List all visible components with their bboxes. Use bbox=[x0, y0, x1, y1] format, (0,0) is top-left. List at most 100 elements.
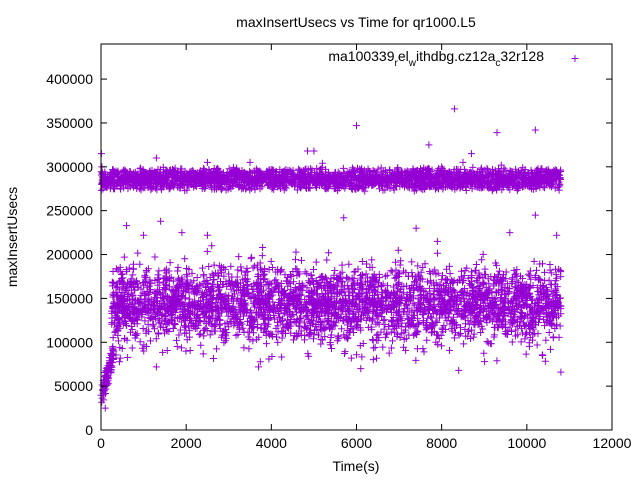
data-point bbox=[518, 175, 526, 183]
data-point bbox=[220, 179, 228, 187]
data-point bbox=[361, 187, 369, 195]
data-point bbox=[428, 314, 436, 322]
data-point bbox=[309, 335, 317, 343]
data-point bbox=[131, 174, 139, 182]
data-point bbox=[98, 176, 106, 184]
data-point bbox=[152, 184, 160, 192]
data-point bbox=[359, 182, 367, 190]
data-point bbox=[353, 322, 361, 330]
data-point bbox=[539, 281, 547, 289]
data-point bbox=[332, 178, 340, 186]
data-point bbox=[270, 286, 278, 294]
data-point bbox=[495, 182, 503, 190]
data-point bbox=[233, 164, 241, 172]
data-point bbox=[345, 182, 353, 190]
data-point bbox=[394, 270, 402, 278]
data-point bbox=[248, 179, 256, 187]
data-point bbox=[162, 172, 170, 180]
data-point bbox=[533, 266, 541, 274]
data-point bbox=[283, 273, 291, 281]
data-point bbox=[139, 325, 147, 333]
data-point bbox=[340, 182, 348, 190]
data-point bbox=[393, 274, 401, 282]
data-point bbox=[127, 275, 135, 283]
data-point bbox=[191, 297, 199, 305]
data-point bbox=[551, 280, 559, 288]
data-point bbox=[296, 171, 304, 179]
data-point bbox=[164, 292, 172, 300]
data-point bbox=[217, 183, 225, 191]
data-point bbox=[211, 183, 219, 191]
data-point bbox=[368, 178, 376, 186]
data-point bbox=[410, 278, 418, 286]
data-point bbox=[363, 179, 371, 187]
data-point bbox=[152, 293, 160, 301]
data-point bbox=[254, 181, 262, 189]
data-point bbox=[374, 165, 382, 173]
data-point bbox=[277, 176, 285, 184]
data-point bbox=[303, 270, 311, 278]
data-point bbox=[291, 178, 299, 186]
data-point bbox=[249, 179, 257, 187]
data-point bbox=[289, 179, 297, 187]
data-point bbox=[512, 165, 520, 173]
data-point bbox=[349, 166, 357, 174]
data-point bbox=[393, 182, 401, 190]
data-point bbox=[141, 317, 149, 325]
data-point bbox=[225, 165, 233, 173]
data-point bbox=[357, 274, 365, 282]
data-point bbox=[379, 179, 387, 187]
data-point bbox=[470, 176, 478, 184]
data-point bbox=[440, 322, 448, 330]
data-point bbox=[515, 181, 523, 189]
data-point bbox=[511, 180, 519, 188]
data-point bbox=[374, 318, 382, 326]
data-point bbox=[175, 331, 183, 339]
data-point bbox=[181, 187, 189, 195]
data-point bbox=[158, 179, 166, 187]
data-point bbox=[467, 268, 475, 276]
data-point bbox=[280, 186, 288, 194]
data-point bbox=[303, 284, 311, 292]
data-point bbox=[267, 175, 275, 183]
data-point bbox=[369, 336, 377, 344]
data-point bbox=[505, 170, 513, 178]
data-point bbox=[506, 186, 514, 194]
data-point bbox=[396, 261, 404, 269]
data-point bbox=[484, 275, 492, 283]
data-point bbox=[191, 169, 199, 177]
data-point bbox=[528, 170, 536, 178]
data-point bbox=[447, 169, 455, 177]
data-point bbox=[132, 174, 140, 182]
data-point bbox=[453, 291, 461, 299]
data-point bbox=[130, 286, 138, 294]
data-point bbox=[355, 176, 363, 184]
data-point bbox=[408, 269, 416, 277]
data-point bbox=[312, 184, 320, 192]
data-point bbox=[210, 276, 218, 284]
data-point bbox=[331, 322, 339, 330]
data-point bbox=[256, 185, 264, 193]
data-point bbox=[384, 282, 392, 290]
data-point bbox=[372, 312, 380, 320]
data-point bbox=[309, 265, 317, 273]
data-point bbox=[274, 322, 282, 330]
data-point bbox=[389, 175, 397, 183]
data-point bbox=[462, 186, 470, 194]
data-point bbox=[515, 173, 523, 181]
data-point bbox=[438, 276, 446, 284]
data-point bbox=[452, 329, 460, 337]
data-point bbox=[222, 177, 230, 185]
data-point bbox=[280, 171, 288, 179]
data-points bbox=[97, 105, 565, 412]
data-point bbox=[249, 299, 257, 307]
data-point bbox=[338, 325, 346, 333]
data-point bbox=[269, 166, 277, 174]
data-point bbox=[176, 181, 184, 189]
data-point bbox=[196, 174, 204, 182]
data-point bbox=[366, 315, 374, 323]
data-point bbox=[508, 278, 516, 286]
data-point bbox=[435, 173, 443, 181]
data-point bbox=[472, 312, 480, 320]
data-point bbox=[534, 330, 542, 338]
